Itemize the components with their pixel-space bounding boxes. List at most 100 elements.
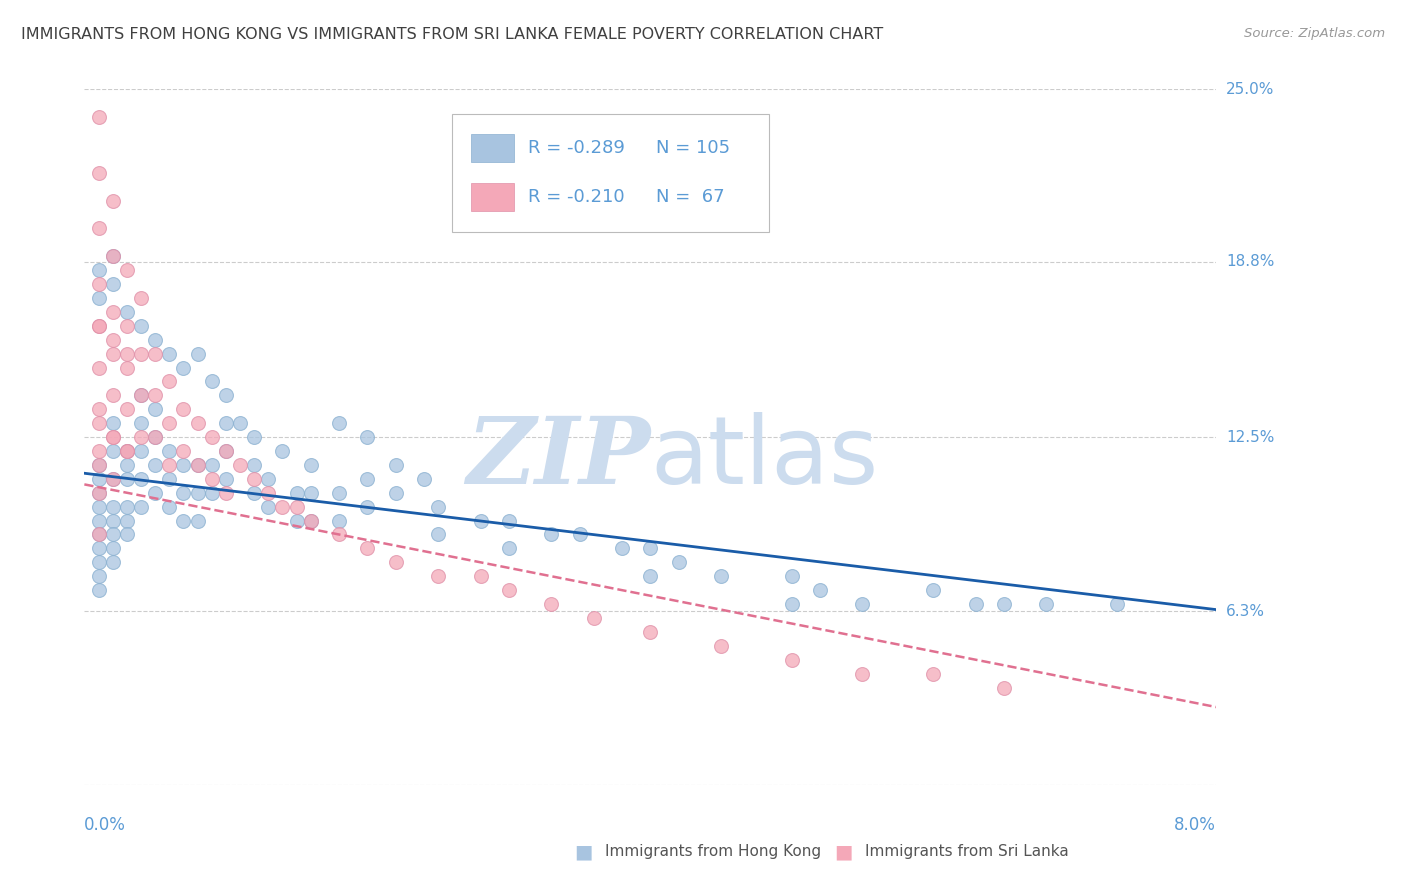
Point	[157, 444, 180, 458]
Point	[87, 318, 110, 333]
Text: ZIP: ZIP	[465, 413, 651, 503]
Point	[215, 472, 238, 486]
Point	[87, 485, 110, 500]
Point	[427, 569, 450, 583]
Point	[356, 500, 378, 514]
Point	[87, 444, 110, 458]
Point	[427, 527, 450, 541]
Point	[157, 500, 180, 514]
Point	[87, 166, 110, 180]
Point	[851, 666, 873, 681]
Point	[215, 485, 238, 500]
Point	[101, 277, 124, 291]
Point	[470, 514, 492, 528]
Point	[780, 653, 803, 667]
Text: 8.0%: 8.0%	[1174, 816, 1216, 834]
Point	[299, 514, 322, 528]
Point	[129, 291, 152, 305]
Point	[356, 472, 378, 486]
Point	[922, 583, 945, 598]
Point	[780, 597, 803, 611]
Point	[101, 249, 124, 263]
Point	[257, 485, 280, 500]
Point	[229, 458, 252, 472]
Point	[470, 569, 492, 583]
Point	[87, 569, 110, 583]
Point	[115, 444, 138, 458]
Point	[498, 514, 520, 528]
Point	[172, 444, 194, 458]
Point	[87, 583, 110, 598]
Point	[115, 263, 138, 277]
Point	[115, 514, 138, 528]
Text: 0.0%: 0.0%	[84, 816, 127, 834]
Point	[851, 597, 873, 611]
Point	[201, 472, 224, 486]
Point	[129, 500, 152, 514]
Point	[201, 430, 224, 444]
Point	[610, 541, 633, 556]
Point	[115, 360, 138, 375]
Point	[129, 472, 152, 486]
Point	[143, 430, 166, 444]
Point	[143, 402, 166, 417]
Bar	[471, 135, 515, 162]
Point	[129, 388, 152, 402]
Point	[157, 375, 180, 389]
Point	[101, 472, 124, 486]
Point	[257, 500, 280, 514]
Point	[201, 485, 224, 500]
Point	[115, 305, 138, 319]
Point	[143, 485, 166, 500]
Point	[384, 485, 406, 500]
Point	[129, 444, 152, 458]
Point	[87, 472, 110, 486]
Point	[965, 597, 987, 611]
Point	[243, 472, 266, 486]
Point	[115, 500, 138, 514]
Point	[129, 318, 152, 333]
Point	[640, 541, 662, 556]
Point	[568, 527, 591, 541]
Text: 6.3%: 6.3%	[1226, 604, 1265, 618]
Point	[215, 416, 238, 430]
Point	[87, 291, 110, 305]
Point	[285, 485, 308, 500]
Point	[115, 402, 138, 417]
Point	[328, 527, 350, 541]
Point	[115, 346, 138, 360]
Point	[243, 430, 266, 444]
Point	[87, 110, 110, 124]
Point	[257, 472, 280, 486]
Point	[143, 388, 166, 402]
Point	[229, 416, 252, 430]
Point	[129, 388, 152, 402]
Point	[101, 194, 124, 208]
Point	[101, 430, 124, 444]
Point	[143, 346, 166, 360]
Point	[215, 388, 238, 402]
Text: N = 105: N = 105	[657, 139, 730, 157]
Point	[172, 360, 194, 375]
Point	[172, 514, 194, 528]
Text: Immigrants from Sri Lanka: Immigrants from Sri Lanka	[865, 845, 1069, 859]
Point	[87, 402, 110, 417]
Point	[243, 458, 266, 472]
Point	[186, 458, 209, 472]
Point	[157, 416, 180, 430]
Point	[668, 555, 690, 569]
Point	[384, 555, 406, 569]
Text: ■: ■	[574, 842, 593, 862]
Point	[87, 500, 110, 514]
Point	[101, 430, 124, 444]
Point	[1107, 597, 1129, 611]
Point	[285, 514, 308, 528]
Text: Immigrants from Hong Kong: Immigrants from Hong Kong	[605, 845, 821, 859]
Point	[87, 221, 110, 235]
Point	[243, 485, 266, 500]
Point	[201, 458, 224, 472]
Point	[271, 500, 294, 514]
Text: 18.8%: 18.8%	[1226, 254, 1274, 269]
Point	[101, 388, 124, 402]
Point	[101, 555, 124, 569]
